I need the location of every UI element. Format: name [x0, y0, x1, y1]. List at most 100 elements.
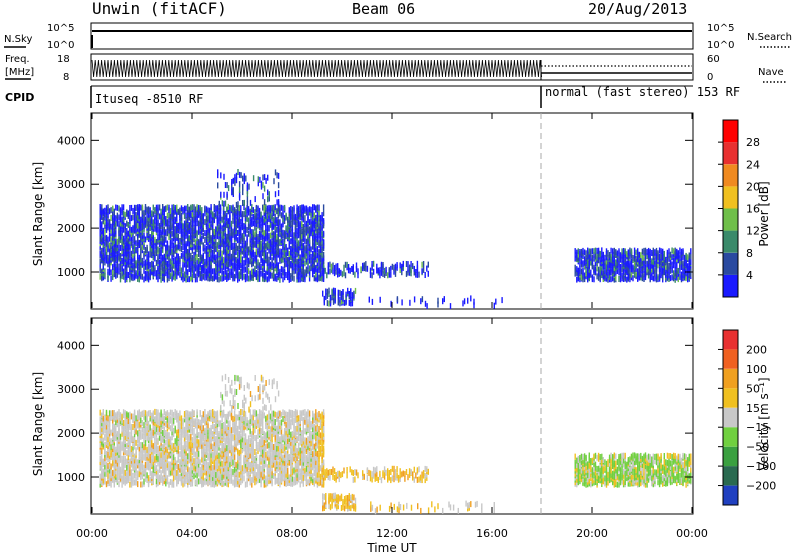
power-range-cell [166, 212, 169, 219]
velocity-range-cell [126, 471, 128, 478]
power-range-cell [288, 260, 290, 267]
power-range-cell [331, 288, 333, 295]
power-range-cell [574, 251, 576, 258]
power-range-cell [596, 247, 598, 254]
power-range-cell [265, 224, 267, 231]
power-range-cell [147, 263, 150, 270]
power-range-cell [118, 214, 120, 221]
power-range-cell [204, 237, 206, 243]
power-range-cell [144, 259, 147, 266]
power-range-cell [619, 269, 622, 276]
power-range-cell [202, 242, 204, 249]
velocity-range-cell [126, 423, 128, 430]
power-range-cell [271, 238, 273, 245]
power-range-cell [149, 238, 151, 245]
power-range-cell [277, 271, 279, 278]
power-range-cell [154, 221, 156, 228]
velocity-range-cell [169, 469, 172, 476]
power-range-cell [130, 231, 133, 238]
power-range-cell [307, 267, 309, 274]
power-range-cell [168, 264, 170, 270]
power-range-cell [215, 268, 217, 275]
power-range-cell [268, 191, 270, 198]
velocity-range-cell [146, 422, 148, 429]
power-range-cell [135, 260, 137, 267]
velocity-range-cell [113, 481, 115, 488]
velocity-range-cell [110, 463, 112, 470]
power-range-cell [176, 204, 178, 211]
velocity-range-cell [115, 462, 117, 469]
power-range-cell [299, 264, 301, 271]
power-range-cell [177, 265, 179, 272]
power-range-cell [216, 225, 219, 232]
power-range-cell [222, 270, 225, 277]
power-range-cell [332, 268, 334, 275]
power-range-cell [591, 254, 594, 261]
velocity-range-cell [107, 424, 109, 431]
power-range-cell [113, 213, 115, 220]
power-range-cell [344, 261, 347, 268]
power-range-cell [202, 225, 204, 232]
power-range-cell [168, 225, 170, 232]
velocity-range-cell [113, 477, 115, 484]
velocity-range-cell [144, 433, 147, 440]
power-range-cell [155, 246, 158, 253]
power-range-cell [168, 234, 170, 240]
power-range-cell [107, 215, 109, 222]
power-range-cell [577, 248, 579, 255]
power-range-cell [590, 259, 592, 266]
power-range-cell [307, 244, 309, 251]
power-range-cell [118, 263, 120, 270]
velocity-range-cell [147, 434, 150, 441]
power-range-cell [162, 228, 164, 235]
power-range-cell [310, 206, 312, 213]
velocity-range-cell [102, 471, 104, 478]
power-range-cell [313, 242, 315, 249]
power-range-cell [280, 223, 283, 230]
power-range-cell [282, 253, 284, 260]
power-range-cell [637, 248, 639, 255]
power-range-cell [676, 248, 678, 255]
power-range-cell [328, 291, 330, 297]
power-range-cell [424, 300, 427, 307]
velocity-range-cell [165, 480, 167, 487]
power-range-cell [243, 246, 245, 253]
power-range-cell [265, 221, 267, 228]
velocity-range-cell [108, 415, 111, 422]
velocity-range-cell [144, 414, 147, 421]
power-range-cell [263, 204, 265, 210]
power-range-cell [121, 207, 123, 214]
power-range-cell [226, 273, 228, 280]
power-range-cell [442, 298, 444, 305]
power-range-cell [288, 265, 290, 272]
power-range-cell [287, 274, 289, 281]
power-range-cell [296, 258, 298, 265]
power-range-cell [308, 226, 311, 233]
power-range-cell [290, 253, 292, 259]
power-range-cell [119, 229, 122, 236]
power-range-cell [241, 271, 244, 278]
velocity-range-cell [115, 446, 117, 453]
power-range-cell [180, 246, 183, 252]
power-range-cell [316, 274, 319, 281]
velocity-range-cell [112, 469, 114, 476]
power-range-cell [646, 253, 648, 259]
power-range-cell [132, 273, 134, 280]
power-range-cell [169, 246, 172, 253]
velocity-range-cell [152, 413, 154, 420]
velocity-range-cell [149, 433, 151, 440]
power-range-cell [240, 205, 242, 212]
power-range-cell [176, 252, 178, 259]
power-range-cell [624, 269, 626, 276]
power-range-cell [162, 207, 164, 214]
power-range-cell [224, 200, 227, 207]
velocity-range-cell [121, 464, 123, 471]
power-range-cell [641, 275, 644, 282]
power-range-cell [183, 254, 186, 261]
velocity-range-cell [99, 416, 101, 423]
power-range-cell [204, 267, 206, 274]
power-range-cell [394, 266, 397, 273]
power-range-cell [201, 207, 203, 214]
power-range-cell [227, 203, 229, 210]
power-range-cell [104, 223, 106, 230]
